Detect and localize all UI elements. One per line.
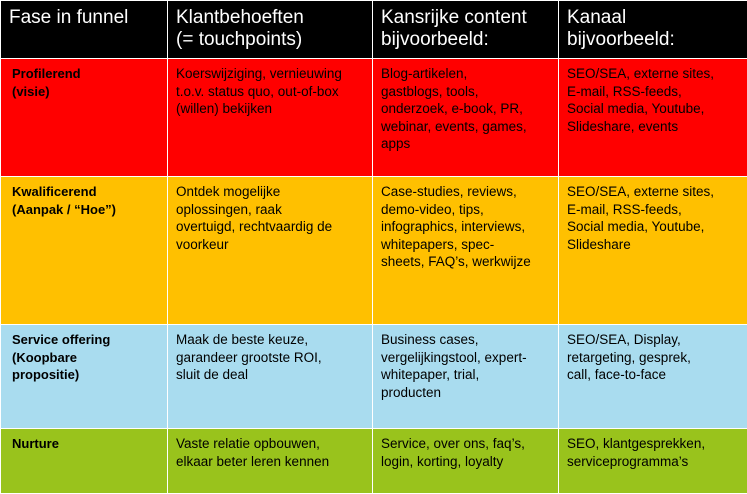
cell-content: Case-studies, reviews, demo-video, tips,…: [373, 177, 559, 325]
cell-phase: Profilerend (visie): [1, 59, 168, 177]
table-row-nurture: Nurture Vaste relatie opbouwen, elkaar b…: [1, 429, 747, 494]
cell-channel: SEO/SEA, externe sites, E-mail, RSS-feed…: [559, 177, 747, 325]
table-row-service-offering: Service offering (Koopbare propositie) M…: [1, 325, 747, 429]
cell-needs: Koerswijziging, vernieuwing t.o.v. statu…: [168, 59, 373, 177]
table-header-row: Fase in funnel Klantbehoeften (= touchpo…: [1, 1, 747, 59]
header-phase: Fase in funnel: [1, 1, 168, 59]
cell-needs: Vaste relatie opbouwen, elkaar beter ler…: [168, 429, 373, 494]
cell-needs: Ontdek mogelijke oplossingen, raak overt…: [168, 177, 373, 325]
table-row-kwalificerend: Kwalificerend (Aanpak / “Hoe”) Ontdek mo…: [1, 177, 747, 325]
table-row-profilerend: Profilerend (visie) Koerswijziging, vern…: [1, 59, 747, 177]
cell-channel: SEO/SEA, externe sites, E-mail, RSS-feed…: [559, 59, 747, 177]
header-channel: Kanaal bijvoorbeeld:: [559, 1, 747, 59]
cell-content: Service, over ons, faq’s, login, korting…: [373, 429, 559, 494]
cell-channel: SEO/SEA, Display, retargeting, gesprek, …: [559, 325, 747, 429]
cell-needs: Maak de beste keuze, garandeer grootste …: [168, 325, 373, 429]
header-content: Kansrijke content bijvoorbeeld:: [373, 1, 559, 59]
cell-phase: Service offering (Koopbare propositie): [1, 325, 168, 429]
cell-content: Business cases, vergelijkingstool, exper…: [373, 325, 559, 429]
cell-phase: Kwalificerend (Aanpak / “Hoe”): [1, 177, 168, 325]
cell-phase: Nurture: [1, 429, 168, 494]
cell-channel: SEO, klantgesprekken, serviceprogramma’s: [559, 429, 747, 494]
header-customer-needs: Klantbehoeften (= touchpoints): [168, 1, 373, 59]
cell-content: Blog-artikelen, gastblogs, tools, onderz…: [373, 59, 559, 177]
